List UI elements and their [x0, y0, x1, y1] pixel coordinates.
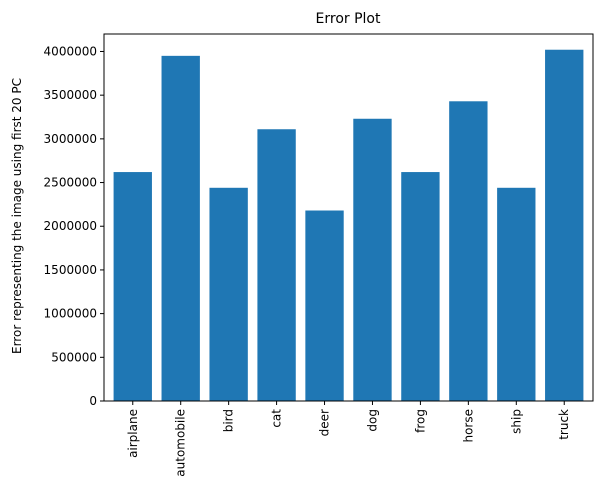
y-tick-label: 0	[89, 394, 97, 408]
plot-frame	[103, 33, 594, 402]
bar-bird	[209, 187, 248, 401]
x-tick-label-horse: horse	[461, 409, 475, 443]
x-tick-label-deer: deer	[318, 409, 332, 436]
bar-deer	[305, 210, 344, 401]
x-tick-label-ship: ship	[509, 409, 523, 434]
x-tick-label-dog: dog	[365, 409, 379, 432]
y-tick-label: 2000000	[44, 219, 97, 233]
bar-truck	[545, 49, 584, 401]
bar-automobile	[161, 55, 200, 401]
x-tick-label-bird: bird	[222, 409, 236, 432]
bar-dog	[353, 118, 392, 401]
x-axis: airplane automobile bird cat deer dog frog hors…	[126, 401, 571, 477]
y-axis-label: Error representing the image using first…	[10, 78, 24, 354]
y-tick-label: 4000000	[44, 44, 97, 58]
bar-cat	[257, 129, 296, 401]
x-tick-label-truck: truck	[557, 409, 571, 440]
y-tick-label: 500000	[51, 350, 97, 364]
y-axis: 0 500000 1000000 1500000 2000000 2500000 30000…	[44, 44, 104, 408]
x-tick-label-frog: frog	[413, 409, 427, 433]
bars-layer	[113, 49, 584, 402]
y-tick-label: 3000000	[44, 132, 97, 146]
x-tick-label-automobile: automobile	[174, 409, 188, 477]
y-tick-label: 1500000	[44, 263, 97, 277]
bar-frog	[401, 172, 440, 401]
bar-horse	[449, 101, 488, 402]
y-tick-label: 1000000	[44, 307, 97, 321]
y-tick-label: 2500000	[44, 176, 97, 190]
bar-airplane	[113, 172, 152, 401]
x-tick-label-cat: cat	[270, 409, 284, 428]
x-tick-label-airplane: airplane	[126, 409, 140, 458]
chart-title: Error Plot	[316, 11, 381, 27]
y-tick-label: 3500000	[44, 88, 97, 102]
bar-ship	[497, 187, 536, 401]
